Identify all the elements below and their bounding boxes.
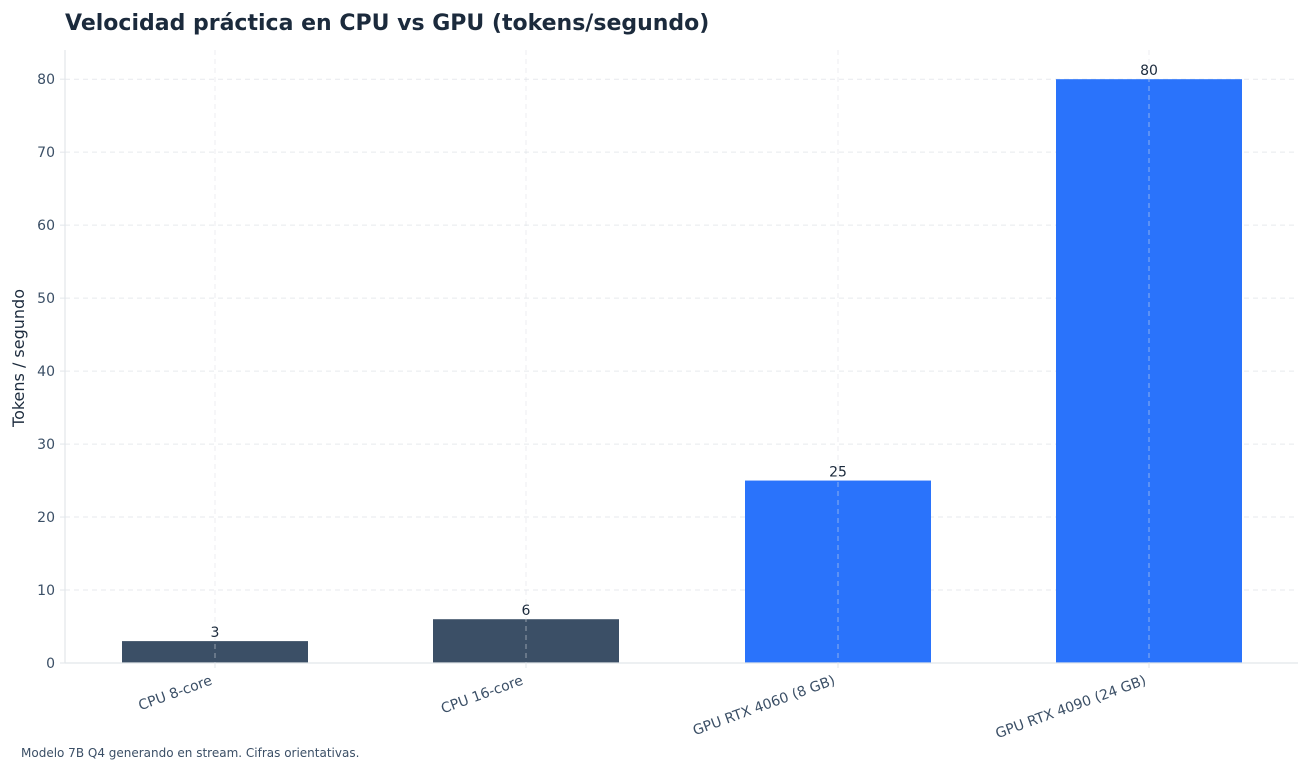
y-tick-label: 20: [37, 510, 55, 526]
y-tick-label: 40: [37, 364, 55, 380]
y-axis-ticks: 0 10 20 30 40 50 60 70 80: [37, 72, 65, 672]
chart-footnote: Modelo 7B Q4 generando en stream. Cifras…: [21, 746, 359, 760]
x-axis-ticks: CPU 8-core CPU 16-core GPU RTX 4060 (8 GB)…: [136, 663, 1150, 742]
y-axis-label: Tokens / segundo: [9, 289, 28, 428]
vertical-grid-lines: [214, 50, 1150, 663]
value-label: 80: [1140, 63, 1158, 79]
y-tick-label: 80: [37, 72, 55, 88]
value-label: 25: [829, 465, 847, 481]
data-labels: 3 6 25 80: [211, 63, 1158, 641]
y-tick-label: 30: [37, 437, 55, 453]
x-tick-label: GPU RTX 4060 (8 GB): [691, 673, 838, 739]
x-tick-label: CPU 16-core: [439, 673, 525, 717]
value-label: 3: [211, 625, 220, 641]
chart-title: Velocidad práctica en CPU vs GPU (tokens…: [65, 11, 709, 36]
y-tick-label: 70: [37, 145, 55, 161]
value-label: 6: [522, 603, 531, 619]
y-tick-label: 50: [37, 291, 55, 307]
x-tick-label: CPU 8-core: [136, 673, 214, 714]
x-tick-label: GPU RTX 4090 (24 GB): [993, 673, 1148, 742]
y-tick-label: 0: [46, 656, 55, 672]
bar: [122, 641, 308, 663]
y-tick-label: 10: [37, 583, 55, 599]
y-tick-label: 60: [37, 218, 55, 234]
